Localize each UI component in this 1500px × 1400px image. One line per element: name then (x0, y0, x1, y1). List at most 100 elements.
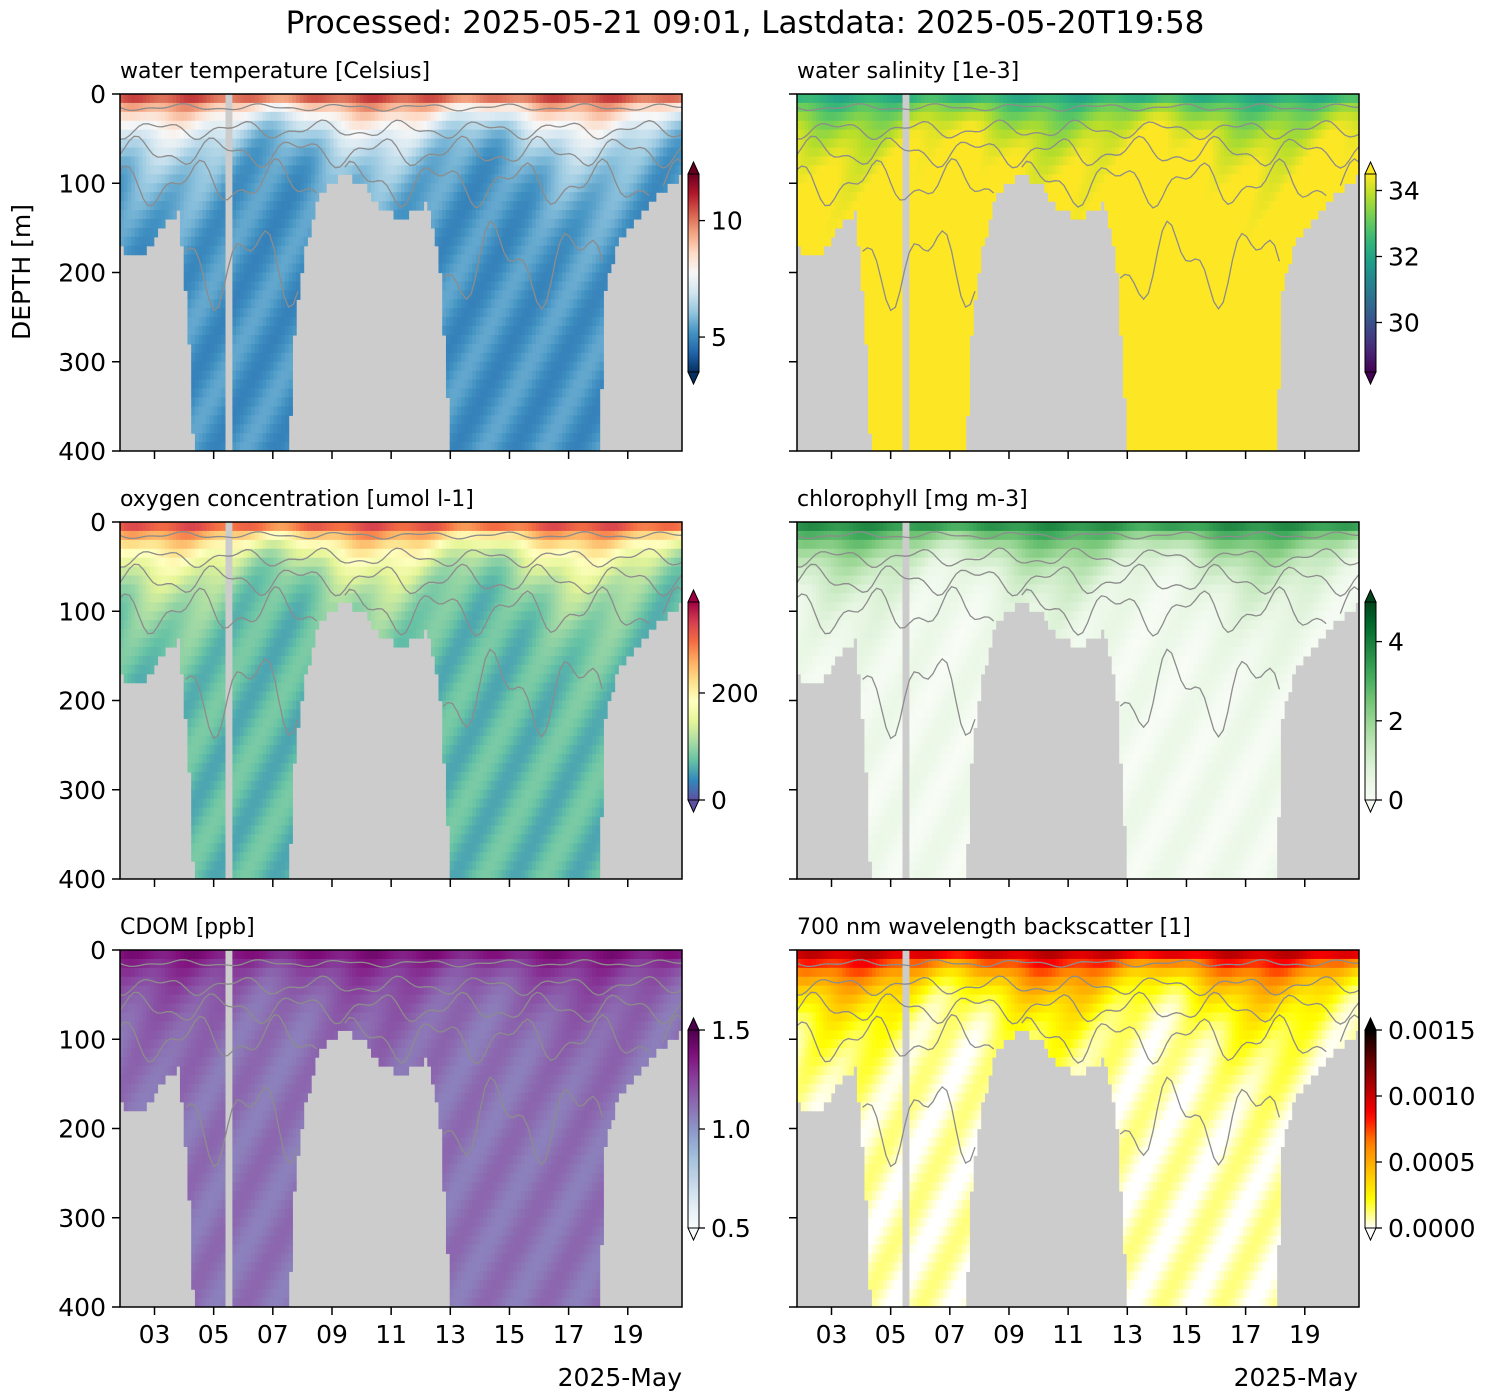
heatmap-cell (622, 183, 627, 193)
heatmap-cell (183, 120, 189, 131)
heatmap-cell (468, 272, 473, 283)
heatmap-cell (142, 156, 147, 166)
heatmap-cell (595, 281, 601, 291)
heatmap-cell (830, 201, 836, 211)
heatmap-cell (592, 263, 597, 274)
heatmap-cell (648, 183, 653, 193)
heatmap-cell (524, 343, 529, 354)
heatmap-cell (430, 138, 436, 149)
heatmap-cell (284, 442, 290, 451)
heatmap-cell (449, 227, 455, 238)
heatmap-cell (401, 210, 406, 220)
heatmap-cell (808, 102, 813, 113)
heatmap-cell (871, 174, 877, 184)
heatmap-cell (558, 272, 563, 283)
heatmap-cell (797, 227, 802, 238)
heatmap-cell (445, 379, 451, 390)
heatmap-cell (142, 245, 147, 256)
heatmap-cell (198, 254, 204, 265)
heatmap-cell (438, 138, 443, 149)
heatmap-cell (879, 299, 884, 309)
heatmap-cell (599, 227, 604, 238)
heatmap-cell (916, 299, 922, 309)
heatmap-cell (371, 192, 376, 202)
heatmap-cell (412, 111, 417, 122)
heatmap-cell (243, 263, 248, 274)
heatmap-cell (281, 120, 286, 131)
heatmap-cell (599, 174, 604, 184)
heatmap-cell (584, 120, 589, 131)
heatmap-cell (217, 397, 222, 407)
heatmap-cell (333, 138, 338, 149)
heatmap-cell (475, 361, 481, 372)
heatmap-cell (808, 218, 813, 229)
heatmap-cell (909, 236, 914, 247)
heatmap-cell (524, 192, 529, 202)
heatmap-cell (864, 192, 869, 202)
heatmap-cell (517, 326, 522, 336)
heatmap-cell (217, 111, 222, 122)
heatmap-cell (266, 361, 271, 372)
heatmap-cell (146, 210, 151, 220)
heatmap-cell (946, 317, 952, 327)
heatmap-cell (490, 245, 496, 256)
heatmap-cell (475, 254, 481, 265)
heatmap-cell (172, 165, 177, 175)
heatmap-cell (269, 111, 275, 122)
heatmap-cell (296, 218, 301, 229)
heatmap-cell (494, 254, 500, 265)
heatmap-cell (258, 236, 263, 247)
heatmap-cell (371, 147, 376, 158)
heatmap-cell (303, 156, 308, 166)
heatmap-cell (580, 433, 586, 443)
heatmap-cell (928, 388, 933, 399)
heatmap-cell (528, 254, 533, 265)
heatmap-cell (603, 281, 608, 291)
heatmap-cell (479, 111, 485, 122)
heatmap-cell (266, 201, 271, 211)
heatmap-cell (161, 218, 166, 229)
heatmap-cell (236, 433, 241, 443)
heatmap-cell (659, 156, 664, 166)
heatmap-cell (179, 218, 185, 229)
heatmap-cell (528, 370, 533, 381)
heatmap-cell (875, 388, 881, 399)
heatmap-cell (939, 424, 944, 434)
heatmap-cell (464, 192, 470, 202)
heatmap-cell (149, 138, 155, 149)
heatmap-cell (573, 352, 578, 363)
heatmap-cell (573, 397, 578, 407)
heatmap-cell (894, 379, 899, 390)
heatmap-cell (475, 138, 481, 149)
heatmap-cell (213, 308, 219, 318)
heatmap-cell (239, 263, 245, 274)
heatmap-cell (445, 218, 451, 229)
heatmap-cell (674, 120, 679, 131)
heatmap-cell (588, 183, 593, 193)
heatmap-cell (232, 334, 237, 345)
heatmap-cell (592, 111, 597, 122)
heatmap-cell (505, 227, 511, 238)
heatmap-cell (288, 326, 293, 336)
heatmap-cell (262, 165, 267, 175)
heatmap-cell (853, 138, 858, 149)
heatmap-cell (269, 174, 275, 184)
heatmap-cell (374, 138, 380, 149)
heatmap-cell (371, 174, 376, 184)
heatmap-cell (374, 174, 380, 184)
heatmap-cell (213, 334, 219, 345)
heatmap-cell (187, 218, 192, 229)
heatmap-cell (292, 210, 297, 220)
heatmap-cell (187, 183, 192, 193)
heatmap-cell (913, 415, 918, 425)
heatmap-cell (569, 370, 574, 381)
heatmap-cell (502, 201, 507, 211)
heatmap-cell (879, 156, 884, 166)
heatmap-cell (460, 415, 466, 425)
heatmap-cell (565, 174, 571, 184)
heatmap-cell (236, 147, 241, 158)
heatmap-cell (943, 370, 948, 381)
heatmap-cell (565, 156, 571, 166)
heatmap-cell (164, 147, 170, 158)
heatmap-cell (569, 317, 574, 327)
